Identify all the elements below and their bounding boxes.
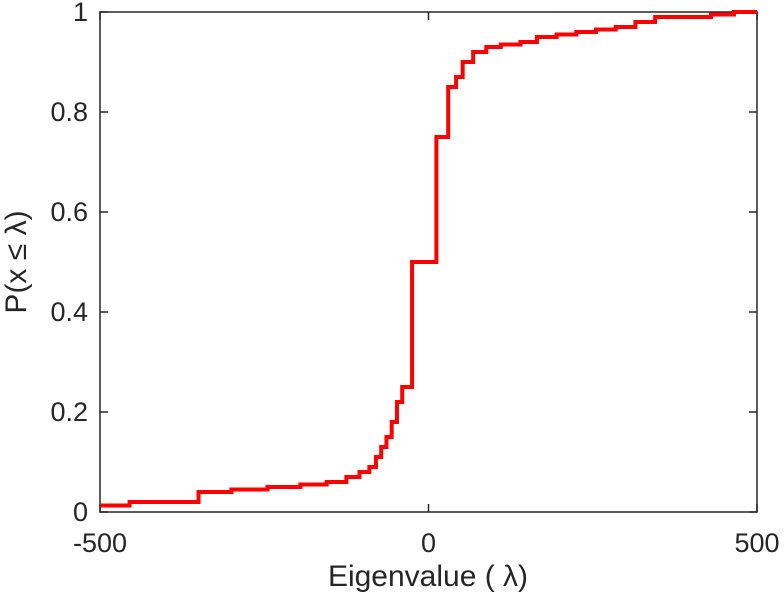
y-tick-label: 0.8 xyxy=(50,97,88,127)
y-tick-label: 0 xyxy=(73,497,88,527)
y-tick-label: 0.4 xyxy=(50,297,88,327)
y-axis-label: P(x ≤ λ) xyxy=(0,210,33,313)
y-tick-label: 0.2 xyxy=(50,397,88,427)
x-tick-label: -500 xyxy=(73,528,127,558)
y-tick-label: 0.6 xyxy=(50,197,88,227)
y-tick-label: 1 xyxy=(73,0,88,27)
x-axis-label: Eigenvalue ( λ) xyxy=(328,560,528,593)
ecdf-curve xyxy=(100,10,757,508)
x-tick-label: 500 xyxy=(734,528,779,558)
x-tick-label: 0 xyxy=(421,528,436,558)
